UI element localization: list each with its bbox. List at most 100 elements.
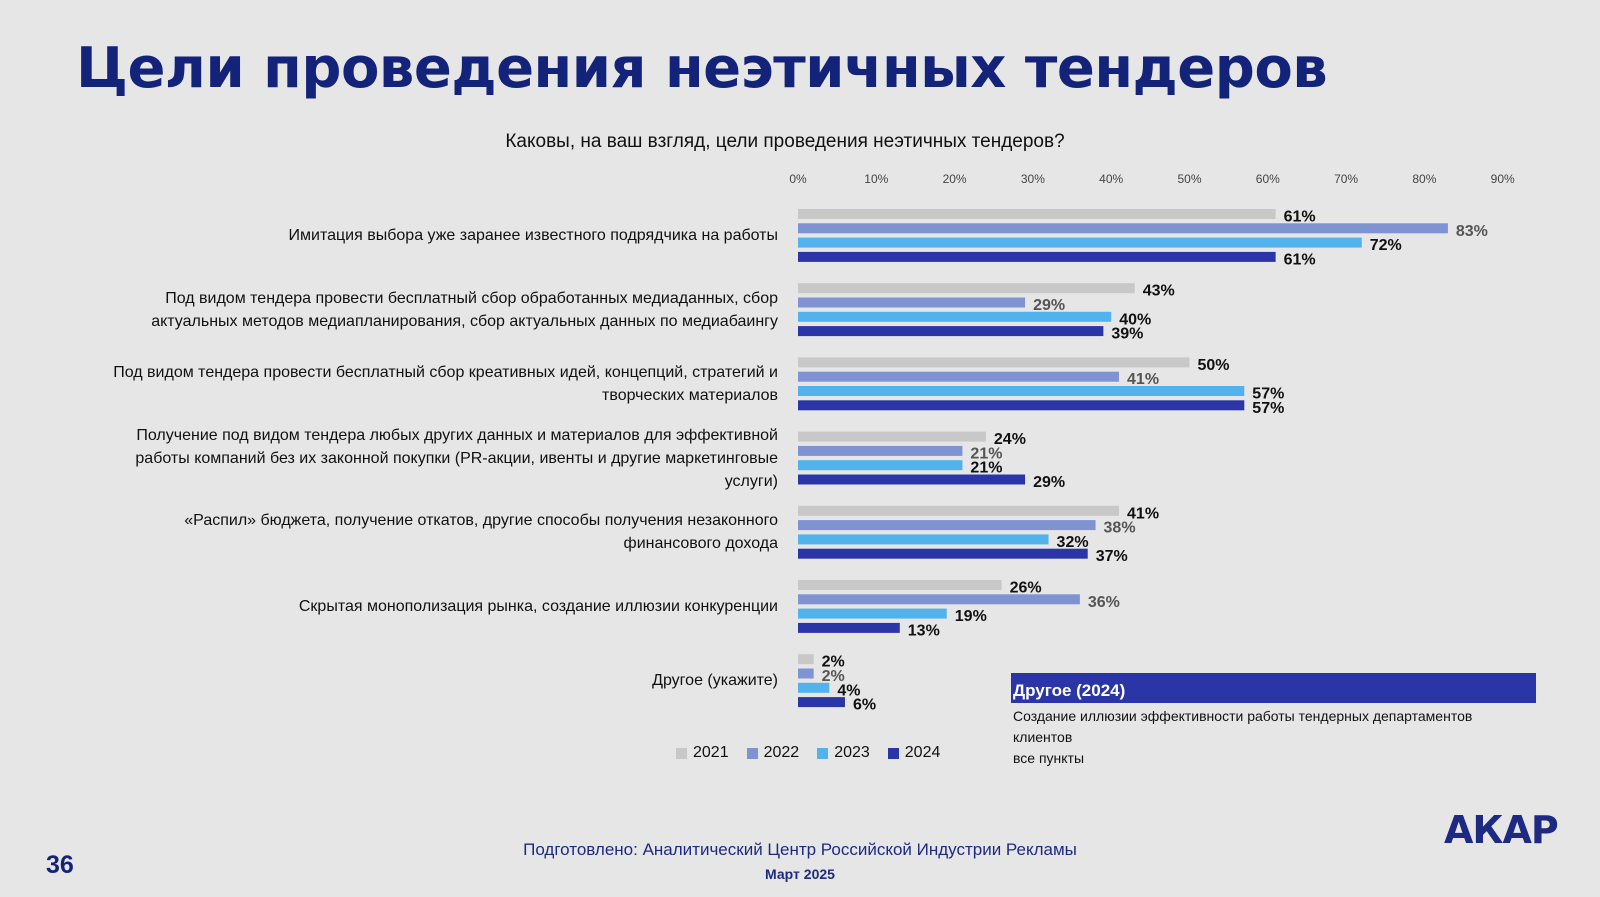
bar-2023 (798, 237, 1362, 248)
bar-value-label: 41% (1127, 371, 1159, 388)
category-label-line: актуальных методов медиапланирования, сб… (151, 312, 778, 330)
bar-value-label: 72% (1370, 237, 1402, 254)
bar-value-label: 37% (1096, 548, 1128, 565)
bar-value-label: 21% (970, 445, 1002, 462)
category-label-line: услуги) (724, 472, 778, 490)
bar-value-label: 29% (1033, 474, 1065, 491)
legend-item-2024: 2024 (887, 744, 941, 762)
bar-2021 (798, 283, 1135, 294)
x-tick-label: 30% (1021, 172, 1045, 186)
bar-value-label: 38% (1104, 520, 1136, 537)
category-label: Получение под видом тендера любых других… (38, 424, 778, 493)
footer-credit: Подготовлено: Аналитический Центр Россий… (523, 840, 1077, 859)
legend-item-2021: 2021 (676, 744, 729, 762)
bar-2022 (798, 371, 1120, 382)
x-tick-label: 80% (1412, 172, 1436, 186)
category-label: Под видом тендера провести бесплатный сб… (38, 361, 778, 407)
bar-2023 (798, 311, 1112, 322)
category-label: Скрытая монополизация рынка, создание ил… (38, 595, 778, 618)
legend-swatch (676, 747, 687, 759)
bar-value-label: 26% (1010, 580, 1042, 597)
bar-value-label: 57% (1252, 400, 1284, 417)
legend-swatch (817, 747, 829, 759)
x-tick-label: 0% (789, 172, 807, 186)
legend-swatch (746, 747, 758, 759)
other-2024-answers: Создание иллюзии эффективности работы те… (1013, 706, 1533, 769)
bar-value-label: 61% (1284, 209, 1316, 226)
category-label-line: Другое (укажите) (652, 672, 778, 690)
bar-2023 (798, 460, 963, 471)
bar-2021 (798, 431, 986, 442)
bar-2024 (798, 251, 1276, 262)
other-answer-line: Создание иллюзии эффективности работы те… (1013, 708, 1473, 745)
bar-2022 (798, 668, 814, 679)
other-2024-header: Другое (2024) (1011, 673, 1536, 703)
x-tick-label: 20% (943, 172, 967, 186)
category-label-line: Под видом тендера провести бесплатный сб… (165, 289, 778, 307)
akar-logo: АКАР (1444, 808, 1559, 852)
other-answer-line: все пункты (1013, 750, 1085, 766)
bar-2024 (798, 548, 1088, 559)
legend-label: 2021 (693, 744, 729, 761)
bar-value-label: 32% (1057, 534, 1089, 551)
bar-2022 (798, 594, 1080, 605)
bar-value-label: 19% (955, 608, 987, 625)
bar-2024 (798, 697, 845, 708)
bar-2021 (798, 505, 1120, 516)
page-number: 36 (46, 851, 74, 879)
bar-2024 (798, 622, 900, 633)
bar-value-label: 43% (1143, 283, 1175, 300)
x-tick-label: 50% (1177, 172, 1201, 186)
x-tick-label: 10% (864, 172, 888, 186)
legend-label: 2023 (834, 744, 870, 761)
bar-value-label: 57% (1252, 386, 1284, 403)
footer-date: Март 2025 (765, 866, 835, 882)
bar-value-label: 61% (1284, 251, 1316, 268)
bar-value-label: 6% (853, 697, 876, 714)
category-label-line: Под видом тендера провести бесплатный сб… (113, 363, 778, 381)
bar-value-label: 40% (1119, 311, 1151, 328)
bar-2022 (798, 223, 1448, 234)
bar-2023 (798, 534, 1049, 545)
category-label-line: Скрытая монополизация рынка, создание ил… (298, 597, 778, 615)
bar-value-label: 2% (822, 654, 845, 671)
bar-value-label: 24% (994, 431, 1026, 448)
category-label-line: творческих материалов (602, 386, 778, 404)
legend-item-2022: 2022 (746, 744, 800, 762)
bar-2024 (798, 400, 1245, 411)
chart-question: Каковы, на ваш взгляд, цели проведения н… (505, 131, 1065, 152)
bar-2023 (798, 386, 1245, 396)
bar-2022 (798, 297, 1026, 308)
bar-2023 (798, 608, 947, 619)
category-label: Имитация выбора уже заранее известного п… (38, 224, 778, 247)
bar-2023 (798, 682, 830, 693)
bar-2022 (798, 520, 1096, 531)
legend-label: 2022 (763, 744, 800, 761)
x-tick-label: 90% (1491, 172, 1515, 186)
bar-value-label: 21% (970, 460, 1002, 477)
bar-value-label: 36% (1088, 594, 1120, 611)
bar-value-label: 50% (1198, 357, 1230, 374)
x-tick-label: 70% (1334, 172, 1358, 186)
legend-item-2023: 2023 (817, 744, 870, 762)
bar-value-label: 39% (1111, 326, 1143, 343)
bar-2022 (798, 445, 963, 456)
page-title: Цели проведения неэтичных тендеров (76, 36, 1328, 101)
bar-value-label: 83% (1456, 223, 1488, 240)
bar-value-label: 2% (822, 668, 845, 685)
legend-label: 2024 (904, 744, 941, 761)
bar-value-label: 4% (837, 682, 860, 699)
bar-2021 (798, 580, 1002, 590)
chart-legend: 2021 2022 2023 2024 (676, 744, 940, 762)
bar-2021 (798, 357, 1190, 368)
category-label-line: работы компаний без их законной покупки … (135, 449, 778, 467)
category-label: Под видом тендера провести бесплатный сб… (38, 287, 778, 333)
category-label-line: финансового дохода (623, 535, 778, 553)
bar-2021 (798, 654, 814, 665)
x-tick-label: 60% (1256, 172, 1280, 186)
bar-2024 (798, 326, 1104, 337)
bar-value-label: 29% (1033, 297, 1065, 314)
category-label-line: «Распил» бюджета, получение откатов, дру… (184, 512, 778, 530)
bar-2021 (798, 209, 1276, 219)
